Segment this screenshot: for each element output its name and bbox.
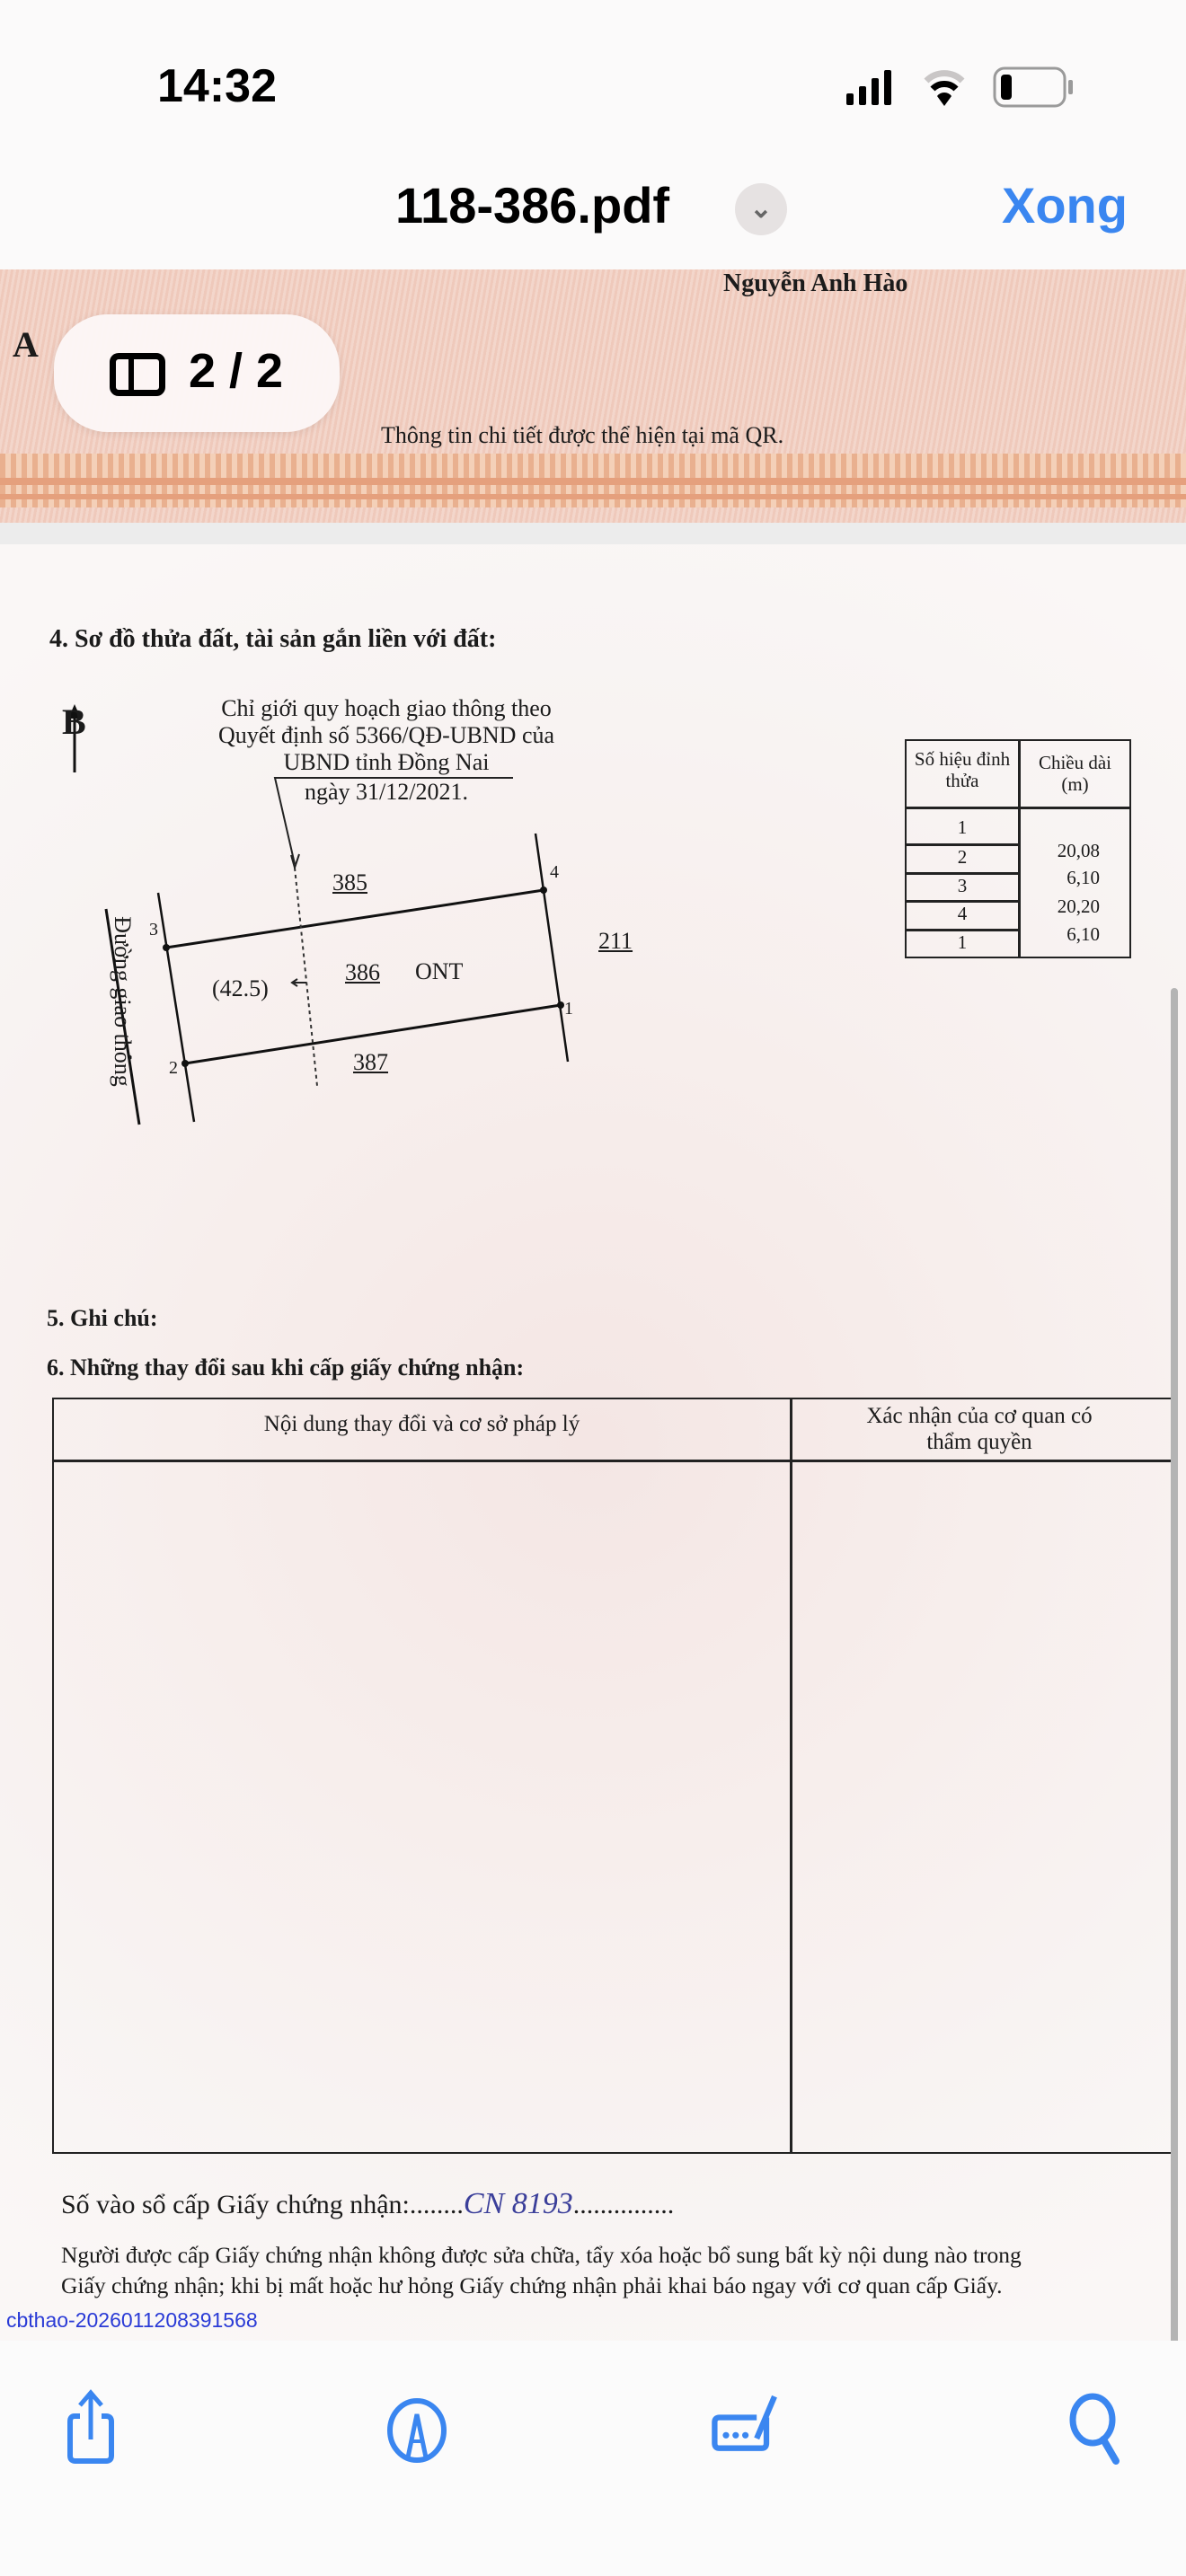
vertex-label: 2 (169, 1058, 178, 1078)
leader-arrowhead (290, 853, 300, 871)
signer-name: Nguyễn Anh Hào (723, 269, 908, 297)
note-leader-line (273, 777, 513, 865)
vertex-cell: 2 (957, 846, 968, 868)
left-fragment: A (13, 324, 39, 365)
section-5-title: 5. Ghi chú: (47, 1305, 158, 1331)
header-changes-content: Nội dung thay đổi và cơ sở pháp lý (263, 1412, 580, 1436)
road-edge-line (104, 908, 141, 1125)
vertex-length-table: Số hiệu đỉnh thửa Chiều dài (m) 1 2 3 4 … (905, 739, 1131, 958)
parcel-boundary-east (534, 833, 570, 1063)
header-authority-confirmation: Xác nhận của cơ quan có thẩm quyền (866, 1404, 1093, 1454)
qr-note: Thông tin chi tiết được thể hiện tại mã … (381, 422, 784, 448)
length-cell: 6,10 (1067, 867, 1100, 888)
header-vertex: Số hiệu đỉnh thửa (914, 748, 1011, 791)
done-button[interactable]: Xong (1002, 177, 1128, 234)
note-line: Chỉ giới quy hoạch giao thông theo (221, 695, 552, 721)
register-label: Số vào sổ cấp Giấy chứng nhận: (61, 2190, 410, 2219)
dots: ........ (409, 2190, 464, 2219)
north-arrow-icon (68, 704, 81, 772)
section-6-title: 6. Những thay đổi sau khi cấp giấy chứng… (47, 1354, 525, 1381)
length-cell: 6,10 (1067, 923, 1100, 945)
chevron-down-icon[interactable]: ⌄ (735, 183, 787, 235)
battery-low-icon (993, 66, 1073, 108)
setback-label: (42.5) (212, 975, 269, 1001)
register-number-line: Số vào sổ cấp Giấy chứng nhận:........CN… (61, 2187, 674, 2221)
road-label: Đường giao thông (110, 916, 136, 1087)
page-gap (0, 523, 1186, 544)
wifi-icon (924, 70, 965, 106)
changes-table: Nội dung thay đổi và cơ sở pháp lý Xác n… (52, 1398, 1178, 2154)
sidebar-thumbnails-icon[interactable] (110, 353, 165, 396)
page-border-line (0, 478, 1186, 485)
vertex-cell: 1 (957, 931, 968, 953)
parcel-diagram (68, 704, 570, 1125)
vertex-cell: 3 (957, 875, 968, 896)
nav-bar: 118-386.pdf ⌄ Xong (0, 153, 1186, 269)
search-icon[interactable] (1057, 2386, 1137, 2466)
parcel-386-label: 386 (345, 959, 380, 985)
parcel-385-label: 385 (332, 869, 367, 895)
note-line: Quyết định số 5366/QĐ-UBND của (217, 722, 555, 748)
page-count: 2 / 2 (189, 344, 284, 398)
parcel-211-label: 211 (598, 928, 633, 954)
stamp-code: cbthao-20260112083915​68 (6, 2308, 258, 2332)
vertex-label: 4 (550, 862, 559, 882)
fill-sign-icon[interactable] (710, 2381, 791, 2462)
land-type-label: ONT (415, 958, 464, 984)
scrollbar[interactable] (1171, 988, 1178, 2416)
vertex-cell: 1 (957, 816, 968, 838)
parcel-boundary-south (184, 1003, 562, 1065)
parcel-boundary-west (156, 892, 196, 1123)
clock: 14:32 (157, 60, 277, 112)
page-indicator[interactable]: 2 / 2 (54, 314, 340, 432)
share-icon[interactable] (50, 2386, 131, 2466)
note-line: ngày 31/12/2021. (305, 779, 468, 805)
cellular-signal-icon (846, 70, 891, 105)
warning-line-1: Người được cấp Giấy chứng nhận không đượ… (61, 2242, 1022, 2268)
north-label: B (62, 701, 86, 742)
document-title[interactable]: 118-386.pdf (395, 177, 670, 234)
vertex-label: 3 (149, 920, 158, 940)
setback-arrow (290, 978, 306, 987)
markup-pen-icon[interactable] (376, 2386, 457, 2466)
warning-line-2: Giấy chứng nhận; khi bị mất hoặc hư hỏng… (61, 2272, 1003, 2298)
vertex-2-point (181, 1060, 189, 1067)
vertex-cell: 4 (957, 903, 968, 924)
planning-note: Chỉ giới quy hoạch giao thông theo Quyết… (189, 695, 584, 806)
header-length: Chiều dài (m) (1038, 752, 1112, 795)
bottom-toolbar (0, 2341, 1186, 2576)
length-cell: 20,20 (1057, 895, 1100, 917)
vertex-4-point (540, 887, 547, 894)
length-cell: 20,08 (1057, 840, 1100, 861)
parcel-387-label: 387 (353, 1049, 388, 1075)
register-handwritten-value: CN 8193 (463, 2187, 573, 2220)
vertex-1-point (557, 1001, 564, 1009)
planning-boundary-dashed (294, 867, 318, 1087)
vertex-label: 1 (564, 999, 573, 1019)
section-4-title: 4. Sơ đồ thửa đất, tài sản gắn liền với … (49, 625, 497, 653)
vertex-3-point (163, 944, 170, 951)
page-border-line (0, 494, 1186, 499)
dots: ............... (572, 2190, 675, 2219)
note-line: UBND tỉnh Đồng Nai (283, 749, 490, 775)
pdf-page-1: Nguyễn Anh Hào A Thông tin chi tiết được… (0, 269, 1186, 523)
parcel-boundary-north (165, 888, 544, 949)
status-bar: 14:32 (0, 0, 1186, 153)
